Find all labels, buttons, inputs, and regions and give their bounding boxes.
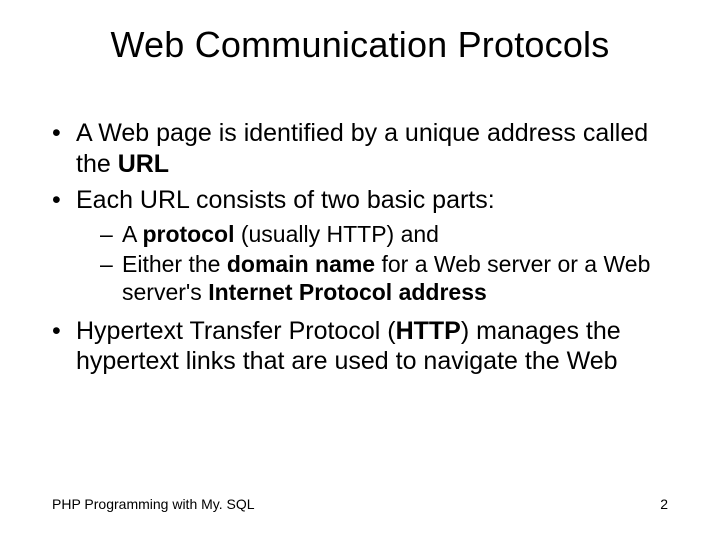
sub1-pre: A (122, 221, 142, 247)
bullet-item-2: Each URL consists of two basic parts: A … (52, 185, 668, 306)
slide-title: Web Communication Protocols (0, 24, 720, 66)
bullet-item-1: A Web page is identified by a unique add… (52, 118, 668, 179)
sub1-bold: protocol (142, 221, 234, 247)
bullet-3-bold: HTTP (396, 317, 461, 345)
slide: Web Communication Protocols A Web page i… (0, 0, 720, 540)
footer-left: PHP Programming with My. SQL (52, 496, 255, 512)
sub2-pre: Either the (122, 251, 227, 277)
footer-page-number: 2 (660, 496, 668, 512)
sub1-post: (usually HTTP) and (234, 221, 439, 247)
sub-bullet-2: Either the domain name for a Web server … (100, 250, 668, 306)
sub-bullet-1: A protocol (usually HTTP) and (100, 220, 668, 248)
sub2-bold2: Internet Protocol address (208, 279, 487, 305)
sub2-bold1: domain name (227, 251, 375, 277)
slide-body: A Web page is identified by a unique add… (52, 118, 668, 383)
bullet-2-text: Each URL consists of two basic parts: (76, 186, 495, 214)
bullet-1-bold: URL (118, 150, 169, 178)
bullet-list: A Web page is identified by a unique add… (52, 118, 668, 377)
bullet-item-3: Hypertext Transfer Protocol (HTTP) manag… (52, 316, 668, 377)
sub-bullet-list: A protocol (usually HTTP) and Either the… (76, 220, 668, 306)
bullet-3-pre: Hypertext Transfer Protocol ( (76, 317, 396, 345)
